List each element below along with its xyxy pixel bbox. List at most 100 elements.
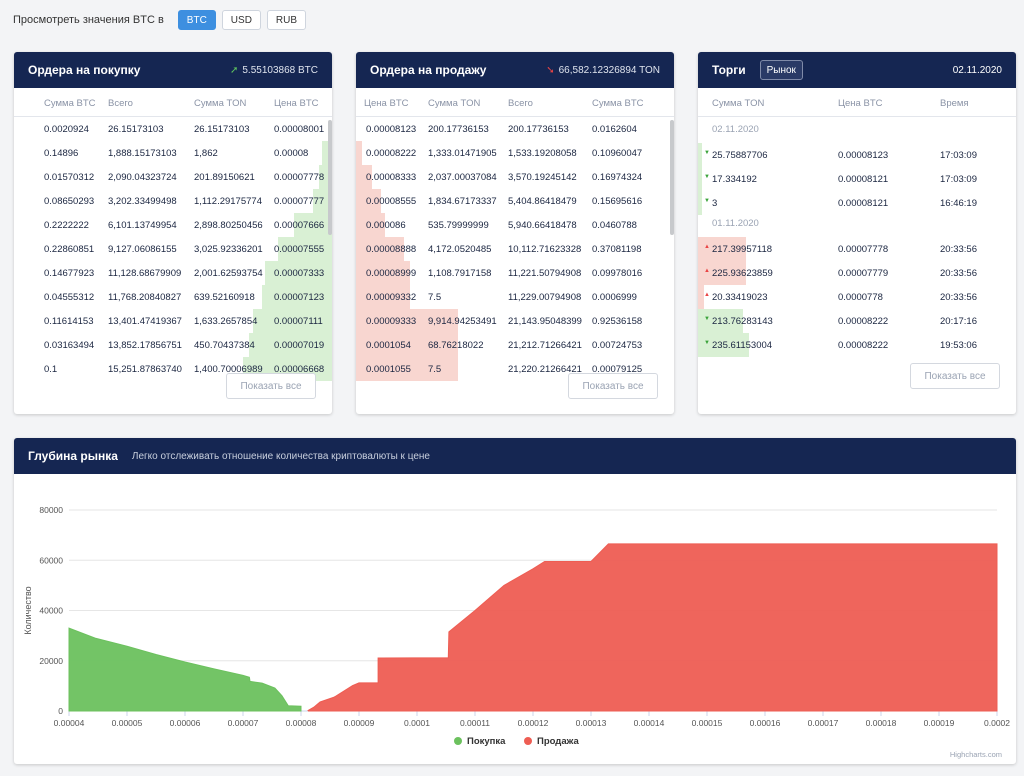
buy-orders-table-body[interactable]: 0.0020924 26.15173103 26.15173103 0.0000800…: [14, 117, 332, 409]
arrow-up-icon: ➚: [229, 64, 239, 76]
depth-bar: [265, 261, 332, 285]
table-cell: 20:33:56: [940, 292, 977, 303]
table-cell: 6,101.13749954: [108, 220, 177, 231]
table-cell: 2,898.80250456: [194, 220, 263, 231]
table-cell: 20:33:56: [940, 244, 977, 255]
column-header: Сумма TON: [712, 98, 765, 109]
sell-depth-area: [307, 543, 998, 712]
sell-orders-scrollbar[interactable]: [670, 120, 674, 235]
sell-orders-table-body[interactable]: 0.00008123 200.17736153 200.17736153 0.0162…: [356, 117, 674, 409]
table-cell: 0.08650293: [44, 196, 95, 207]
column-header: Всего: [108, 98, 133, 109]
table-cell: 7.5: [428, 292, 442, 303]
table-row[interactable]: 0.0001054 68.76218022 21,212.71266421 0.007…: [356, 333, 674, 357]
x-tick-label: 0.00017: [808, 718, 839, 728]
trade-row[interactable]: ▲ 225.93623859 0.00007779 20:33:56: [698, 261, 1016, 285]
table-row[interactable]: 0.00008999 1,108.7917158 11,221.50794908 0.…: [356, 261, 674, 285]
currency-rub-button[interactable]: RUB: [266, 10, 307, 30]
market-depth-subtitle: Легко отслеживать отношение количества к…: [131, 450, 430, 462]
sell-show-all-button[interactable]: Показать все: [568, 373, 658, 399]
table-row[interactable]: 0.0020924 26.15173103 26.15173103 0.0000800…: [14, 117, 332, 141]
depth-bar: [356, 357, 458, 381]
table-row[interactable]: 0.03163494 13,852.17856751 450.70437384 0.0…: [14, 333, 332, 357]
depth-bar: [356, 285, 411, 309]
table-cell: 5,404.86418479: [508, 196, 577, 207]
table-row[interactable]: 0.000086 535.79999999 5,940.66418478 0.0460…: [356, 213, 674, 237]
table-cell: 0.00007019: [274, 340, 325, 351]
table-cell: 0.0000778: [838, 292, 883, 303]
table-cell: 7.5: [428, 364, 442, 375]
triangle-up-icon: ▼: [704, 316, 710, 322]
table-row[interactable]: 0.00008123 200.17736153 200.17736153 0.0162…: [356, 117, 674, 141]
trade-row[interactable]: ▲ 217.39957118 0.00007778 20:33:56: [698, 237, 1016, 261]
triangle-up-icon: ▼: [704, 150, 710, 156]
trades-table-body[interactable]: 02.11.2020 ▼ 25.75887706 0.00008123 17:03:09…: [698, 117, 1016, 409]
table-cell: 1,533.19208058: [508, 148, 577, 159]
x-tick-label: 0.00008: [286, 718, 317, 728]
table-row[interactable]: 0.2222222 6,101.13749954 2,898.80250456 0.0…: [14, 213, 332, 237]
table-row[interactable]: 0.0001055 7.5 21,220.21266421 0.00079125: [356, 357, 674, 381]
table-cell: 217.39957118: [712, 244, 773, 255]
table-cell: 0.0001055: [366, 364, 411, 375]
trade-row[interactable]: ▼ 3 0.00008121 16:46:19: [698, 191, 1016, 215]
table-row[interactable]: 0.00009332 7.5 11,229.00794908 0.0006999: [356, 285, 674, 309]
trade-row[interactable]: ▼ 25.75887706 0.00008123 17:03:09: [698, 143, 1016, 167]
table-cell: 0.00007111: [274, 316, 323, 327]
tab-market[interactable]: Рынок: [759, 60, 803, 80]
table-row[interactable]: 0.08650293 3,202.33499498 1,112.29175774 0.…: [14, 189, 332, 213]
depth-bar: [356, 141, 363, 165]
table-cell: 0.00008222: [838, 316, 889, 327]
triangle-up-icon: ▼: [704, 340, 710, 346]
table-cell: 0.15695616: [592, 196, 643, 207]
trade-row[interactable]: ▼ 17.334192 0.00008121 17:03:09: [698, 167, 1016, 191]
buy-orders-total-value: 5.55103868 BTC: [242, 64, 318, 76]
x-tick-label: 0.00006: [170, 718, 201, 728]
table-cell: 0.2222222: [44, 220, 89, 231]
table-row[interactable]: 0.01570312 2,090.04323724 201.89150621 0.00…: [14, 165, 332, 189]
table-cell: 17:03:09: [940, 174, 977, 185]
table-cell: 21,220.21266421: [508, 364, 582, 375]
table-row[interactable]: 0.04555312 11,768.20840827 639.52160918 0.0…: [14, 285, 332, 309]
table-cell: 20:33:56: [940, 268, 977, 279]
currency-usd-button[interactable]: USD: [221, 10, 261, 30]
chart-credits[interactable]: Highcharts.com: [949, 750, 1002, 759]
buy-orders-scrollbar[interactable]: [328, 120, 332, 235]
table-cell: 0.1: [44, 364, 58, 375]
table-cell: 0.0006999: [592, 292, 637, 303]
table-row[interactable]: 0.00008888 4,172.0520485 10,112.71623328 0.…: [356, 237, 674, 261]
buy-orders-panel: Ордера на покупку ➚ 5.55103868 BTC Сумма…: [14, 52, 332, 414]
column-header: Время: [940, 98, 969, 109]
buy-orders-total: ➚ 5.55103868 BTC: [230, 65, 318, 76]
sell-orders-table-header: Цена BTC Сумма TON Всего Сумма BTC: [356, 88, 674, 117]
x-tick-label: 0.00009: [344, 718, 375, 728]
table-cell: 0.00008222: [838, 340, 889, 351]
sell-orders-total: ➘ 66,582.12326894 TON: [546, 65, 660, 76]
trade-row[interactable]: ▲ 20.33419023 0.0000778 20:33:56: [698, 285, 1016, 309]
table-cell: 0.00007779: [838, 268, 889, 279]
table-cell: 11,768.20840827: [108, 292, 182, 303]
x-tick-label: 0.0001: [404, 718, 430, 728]
table-cell: 11,229.00794908: [508, 292, 582, 303]
table-cell: 1,400.70006989: [194, 364, 263, 375]
buy-show-all-button[interactable]: Показать все: [226, 373, 316, 399]
trades-show-all-button[interactable]: Показать все: [910, 363, 1000, 389]
table-cell: 0.00007777: [274, 196, 325, 207]
table-cell: 0.00009332: [366, 292, 417, 303]
table-row[interactable]: 0.14677923 11,128.68679909 2,001.62593754 0…: [14, 261, 332, 285]
trade-depth-bar: [698, 167, 702, 191]
table-row[interactable]: 0.00008333 2,037.00037084 3,570.19245142 0.…: [356, 165, 674, 189]
table-cell: 2,037.00037084: [428, 172, 497, 183]
table-row[interactable]: 0.11614153 13,401.47419367 1,633.2657854 0.…: [14, 309, 332, 333]
table-row[interactable]: 0.22860851 9,127.06086155 3,025.92336201 0.…: [14, 237, 332, 261]
table-row[interactable]: 0.00009333 9,914.94253491 21,143.95048399 0…: [356, 309, 674, 333]
column-header: Цена BTC: [364, 98, 409, 109]
depth-bar: [356, 309, 458, 333]
table-row[interactable]: 0.14896 1,888.15173103 1,862 0.00008: [14, 141, 332, 165]
trade-row[interactable]: ▼ 235.61153004 0.00008222 19:53:06: [698, 333, 1016, 357]
table-row[interactable]: 0.00008222 1,333.01471905 1,533.19208058 0.…: [356, 141, 674, 165]
table-row[interactable]: 0.00008555 1,834.67173337 5,404.86418479 0.…: [356, 189, 674, 213]
currency-btc-button[interactable]: BTC: [177, 10, 216, 30]
table-cell: 639.52160918: [194, 292, 255, 303]
trade-row[interactable]: ▼ 213.76283143 0.00008222 20:17:16: [698, 309, 1016, 333]
table-cell: 3,202.33499498: [108, 196, 177, 207]
